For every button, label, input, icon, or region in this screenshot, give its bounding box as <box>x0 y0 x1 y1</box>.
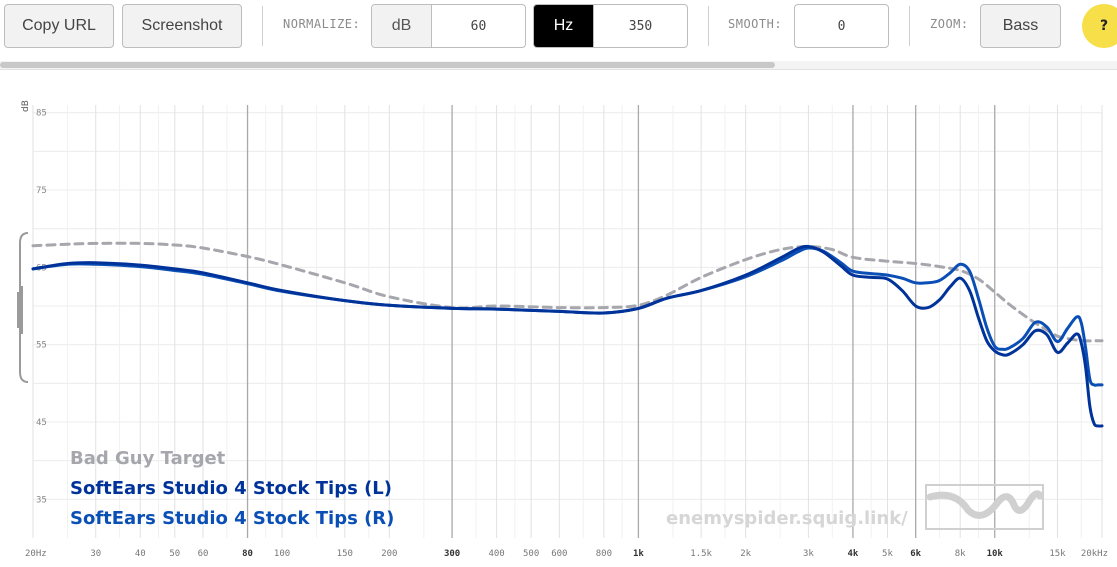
zoom-label: ZOOM: <box>930 17 969 31</box>
zoom-bass-button[interactable]: Bass <box>980 4 1061 48</box>
x-tick-label: 50 <box>169 549 180 559</box>
x-tick-label: 150 <box>337 549 353 559</box>
x-tick-label: 10k <box>987 549 1004 559</box>
legend-left[interactable]: SoftEars Studio 4 Stock Tips (L) <box>70 478 392 499</box>
smooth-input[interactable]: 0 <box>794 4 889 48</box>
toolbar-divider <box>708 6 709 46</box>
x-tick-label: 20Hz <box>25 549 47 559</box>
x-tick-label: 400 <box>488 549 504 559</box>
normalize-db-group: dB 60 <box>371 4 526 48</box>
x-tick-label: 80 <box>242 549 253 559</box>
legend-target[interactable]: Bad Guy Target <box>70 448 226 469</box>
x-tick-label: 6k <box>910 549 921 559</box>
legend: Bad Guy Target SoftEars Studio 4 Stock T… <box>70 448 394 529</box>
x-axis-labels: 20Hz 30 40 50 60 80 100 150 200 300 400 500 600 800 1k… <box>25 549 1108 559</box>
watermark: enemyspider.squig.link/ <box>666 484 1044 530</box>
smooth-label: SMOOTH: <box>728 17 783 31</box>
x-tick-label: 3k <box>803 549 814 559</box>
db-value-input[interactable]: 60 <box>470 18 487 34</box>
x-tick-label: 4k <box>848 549 859 559</box>
hz-value-input[interactable]: 350 <box>628 18 653 34</box>
help-button[interactable]: ? <box>1082 4 1117 48</box>
x-tick-label: 20kHz <box>1081 549 1108 559</box>
normalize-label: NORMALIZE: <box>283 17 361 31</box>
toolbar-scrollbar-thumb[interactable] <box>0 62 775 68</box>
toolbar-divider <box>262 6 263 46</box>
x-tick-label: 1k <box>633 549 644 559</box>
target-curve[interactable] <box>31 241 1104 343</box>
y-tick-label: 55 <box>36 341 47 351</box>
x-tick-label: 40 <box>135 549 146 559</box>
y-tick-label: 45 <box>36 418 47 428</box>
x-tick-label: 300 <box>444 549 460 559</box>
y-scale-drag-handle[interactable] <box>17 232 29 383</box>
x-tick-label: 100 <box>274 549 290 559</box>
x-tick-label: 30 <box>90 549 101 559</box>
chart-grid <box>32 105 1103 538</box>
x-tick-label: 5k <box>882 549 893 559</box>
x-tick-label: 2k <box>740 549 751 559</box>
hz-option-button[interactable]: Hz <box>534 5 594 47</box>
toolbar-divider <box>909 6 910 46</box>
x-tick-label: 8k <box>955 549 966 559</box>
legend-right[interactable]: SoftEars Studio 4 Stock Tips (R) <box>70 508 394 529</box>
copy-url-button[interactable]: Copy URL <box>4 4 114 48</box>
curves-layer <box>31 241 1104 428</box>
x-tick-label: 60 <box>198 549 209 559</box>
x-tick-label: 1.5k <box>690 549 712 559</box>
normalize-hz-group: Hz 350 <box>533 4 688 48</box>
left-channel-curve[interactable] <box>31 244 1104 428</box>
x-tick-label: 200 <box>381 549 397 559</box>
x-tick-label: 500 <box>523 549 539 559</box>
toolbar: Copy URL Screenshot NORMALIZE: dB 60 Hz … <box>0 0 1117 68</box>
y-tick-label: 75 <box>36 186 47 196</box>
x-tick-label: 600 <box>551 549 567 559</box>
watermark-text: enemyspider.squig.link/ <box>666 508 908 529</box>
y-axis-unit-label: dB <box>21 100 31 112</box>
x-tick-label: 15k <box>1049 549 1066 559</box>
db-option-button[interactable]: dB <box>372 5 432 47</box>
x-tick-label: 800 <box>596 549 612 559</box>
y-tick-label: 85 <box>36 109 47 119</box>
right-channel-curve[interactable] <box>31 246 1104 387</box>
watermark-logo-icon <box>925 484 1044 530</box>
y-tick-label: 35 <box>36 495 47 505</box>
screenshot-button[interactable]: Screenshot <box>122 4 242 48</box>
